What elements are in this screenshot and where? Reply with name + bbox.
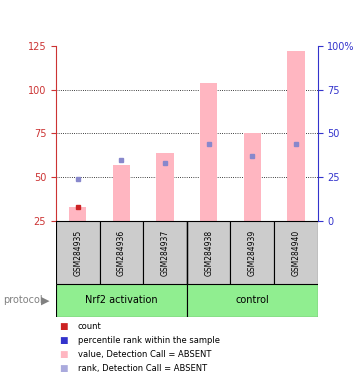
Bar [56,284,187,317]
Text: ▶: ▶ [41,295,49,306]
Bar [274,221,318,284]
Text: ■: ■ [60,350,68,359]
Text: GSM284939: GSM284939 [248,229,257,276]
Bar [143,221,187,284]
Bar [287,51,305,221]
Bar [113,165,130,221]
Bar [187,284,318,317]
Bar [200,83,217,221]
Text: ■: ■ [60,364,68,373]
Text: GSM284937: GSM284937 [161,229,170,276]
Text: rank, Detection Call = ABSENT: rank, Detection Call = ABSENT [78,364,207,373]
Bar [100,221,143,284]
Bar [156,153,174,221]
Text: GSM284940: GSM284940 [291,229,300,276]
Text: percentile rank within the sample: percentile rank within the sample [78,336,219,345]
Bar [69,207,87,221]
Bar [187,221,230,284]
Bar [56,221,100,284]
Text: count: count [78,322,101,331]
Bar [230,221,274,284]
Text: protocol: protocol [4,295,43,306]
Text: Nrf2 activation: Nrf2 activation [85,295,158,306]
Text: ■: ■ [60,322,68,331]
Text: value, Detection Call = ABSENT: value, Detection Call = ABSENT [78,350,211,359]
Text: ■: ■ [60,336,68,345]
Text: GSM284936: GSM284936 [117,229,126,276]
Bar [244,133,261,221]
Text: control: control [235,295,269,306]
Text: GSM284935: GSM284935 [73,229,82,276]
Text: GSM284938: GSM284938 [204,229,213,276]
